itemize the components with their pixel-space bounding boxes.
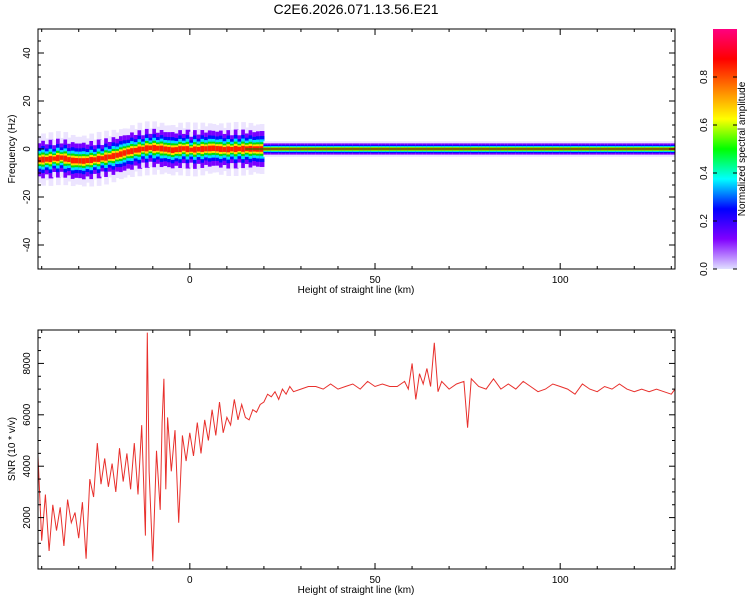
spectrogram-cell-391: [241, 145, 246, 152]
spectrogram-xtick-label-0: 0: [187, 275, 193, 286]
spectrogram-cell-181: [130, 148, 135, 154]
colorbar-tick-label-0.2: 0.2: [699, 214, 710, 228]
spectrogram-cell-370: [230, 146, 235, 152]
snr-ylabel: SNR (10 * v/v): [7, 417, 18, 481]
spectrogram-cell-286: [185, 146, 191, 153]
spectrogram-cell-272: [178, 146, 183, 153]
spectrogram-cell-6: [38, 157, 43, 163]
colorbar: 0.0 0.2 0.4 0.6 0.8 Normalized spectral …: [699, 29, 748, 276]
spectrogram-cell-69: [70, 157, 76, 164]
snr-xlabel: Height of straight line (km): [298, 585, 415, 596]
spectrogram-cell-160: [118, 151, 124, 157]
snr-series-line: [38, 332, 675, 562]
spectrogram-cell-167: [122, 150, 128, 156]
spectrogram-cell-97: [85, 158, 91, 163]
spectrogram-cell-146: [111, 153, 117, 159]
spectrogram-ticks: [38, 28, 675, 270]
spectrogram-cell-13: [41, 156, 46, 163]
spectrogram-panel: 0 50 100 40 20 0 -20 -40 Height of strai…: [7, 28, 676, 296]
colorbar-tick-label-0.4: 0.4: [699, 166, 710, 180]
spectrogram-cell-307: [196, 146, 202, 152]
spectrogram-cell-265: [174, 147, 180, 153]
spectrogram-ytick-label-40: 40: [22, 47, 33, 59]
spectrogram-cell-209: [144, 145, 150, 152]
spectrogram-cell-216: [148, 145, 154, 150]
spectrogram-cell-300: [193, 146, 198, 153]
spectrogram-cell-125: [100, 156, 106, 161]
spectrogram-cell-48: [59, 155, 65, 160]
spectrogram-cell-188: [133, 147, 139, 153]
spectrogram-cell-104: [89, 157, 95, 164]
spectrogram-cell-202: [141, 146, 146, 152]
spectrogram-cell-321: [204, 146, 209, 152]
spectrogram-xtick-label-100: 100: [552, 275, 569, 286]
spectrogram-cell-118: [96, 155, 102, 162]
spectrogram-xtick-label-50: 50: [369, 275, 381, 286]
spectrogram-cell-83: [78, 158, 83, 164]
spectrogram-cell-132: [104, 154, 109, 161]
spectrogram-cell-195: [137, 146, 143, 153]
spectrogram-cell-55: [63, 155, 69, 162]
spectrogram-cell-237: [159, 145, 165, 152]
spectrogram-cell-356: [222, 147, 228, 152]
spectrogram-cell-384: [237, 146, 243, 152]
spectrogram-ytick-label-20: 20: [22, 95, 33, 107]
snr-ytick-label-2000: 2000: [22, 506, 33, 529]
colorbar-label: Normalized spectral amplitude: [737, 81, 748, 216]
snr-ytick-label-8000: 8000: [22, 352, 33, 375]
spectrogram-ytick-label-neg40: -40: [22, 237, 33, 252]
spectrogram-cell-335: [211, 145, 217, 152]
chart-title: C2E6.2026.071.13.56.E21: [273, 1, 438, 17]
spectrogram-xlabel: Height of straight line (km): [298, 285, 415, 296]
snr-xtick-label-0: 0: [187, 575, 193, 586]
spectrogram-cell-90: [81, 158, 87, 164]
colorbar-tick-label-0.0: 0.0: [699, 262, 710, 276]
spectrogram-cell-111: [93, 157, 98, 162]
snr-panel: 0 50 100 2000 4000 6000 8000 Height of s…: [7, 329, 676, 596]
spectrogram-cell-293: [189, 147, 195, 152]
spectrogram-cell-62: [67, 157, 72, 163]
colorbar-ticks: [713, 76, 737, 270]
snr-xtick-label-50: 50: [369, 575, 381, 586]
spectrogram-cell-139: [107, 154, 113, 160]
spectrogram-cell-27: [48, 156, 54, 163]
colorbar-tick-label-0.6: 0.6: [699, 118, 710, 132]
spectrogram-cell-258: [170, 147, 176, 154]
spectrogram-cell-41: [56, 155, 61, 162]
spectrogram-cell-377: [233, 145, 239, 153]
spectrogram-cell-328: [207, 145, 213, 152]
colorbar-tick-label-0.8: 0.8: [699, 70, 710, 84]
snr-frame: [37, 329, 676, 570]
spectrogram-cell-153: [115, 152, 120, 158]
spectrogram-cell-230: [156, 145, 161, 151]
spectrogram-cell-363: [226, 146, 232, 153]
spectrogram-cell-244: [163, 146, 169, 152]
spectrogram-ytick-label-neg20: -20: [22, 189, 33, 204]
spectrogram-marks: [38, 121, 675, 187]
spectrogram-cell-314: [200, 146, 206, 152]
spectrogram-cell-174: [126, 149, 132, 155]
snr-ytick-label-6000: 6000: [22, 403, 33, 426]
spectrogram-cell-223: [152, 145, 158, 152]
spectrogram-cell-349: [218, 146, 224, 152]
snr-ytick-label-4000: 4000: [22, 455, 33, 478]
spectrogram-cell-251: [167, 146, 172, 153]
spectrogram-cell-34: [52, 156, 58, 161]
snr-ticks: [38, 330, 675, 569]
snr-xtick-label-100: 100: [552, 575, 569, 586]
spectrogram-ylabel: Frequency (Hz): [7, 115, 18, 184]
spectrogram-cell-342: [215, 146, 220, 152]
spectrogram-cell-279: [181, 146, 187, 151]
colorbar-gradient: [713, 29, 737, 269]
spectrogram-ytick-label-0: 0: [22, 146, 33, 152]
spectrogram-cell-20: [44, 156, 50, 162]
spectrogram-cell-76: [74, 158, 80, 164]
